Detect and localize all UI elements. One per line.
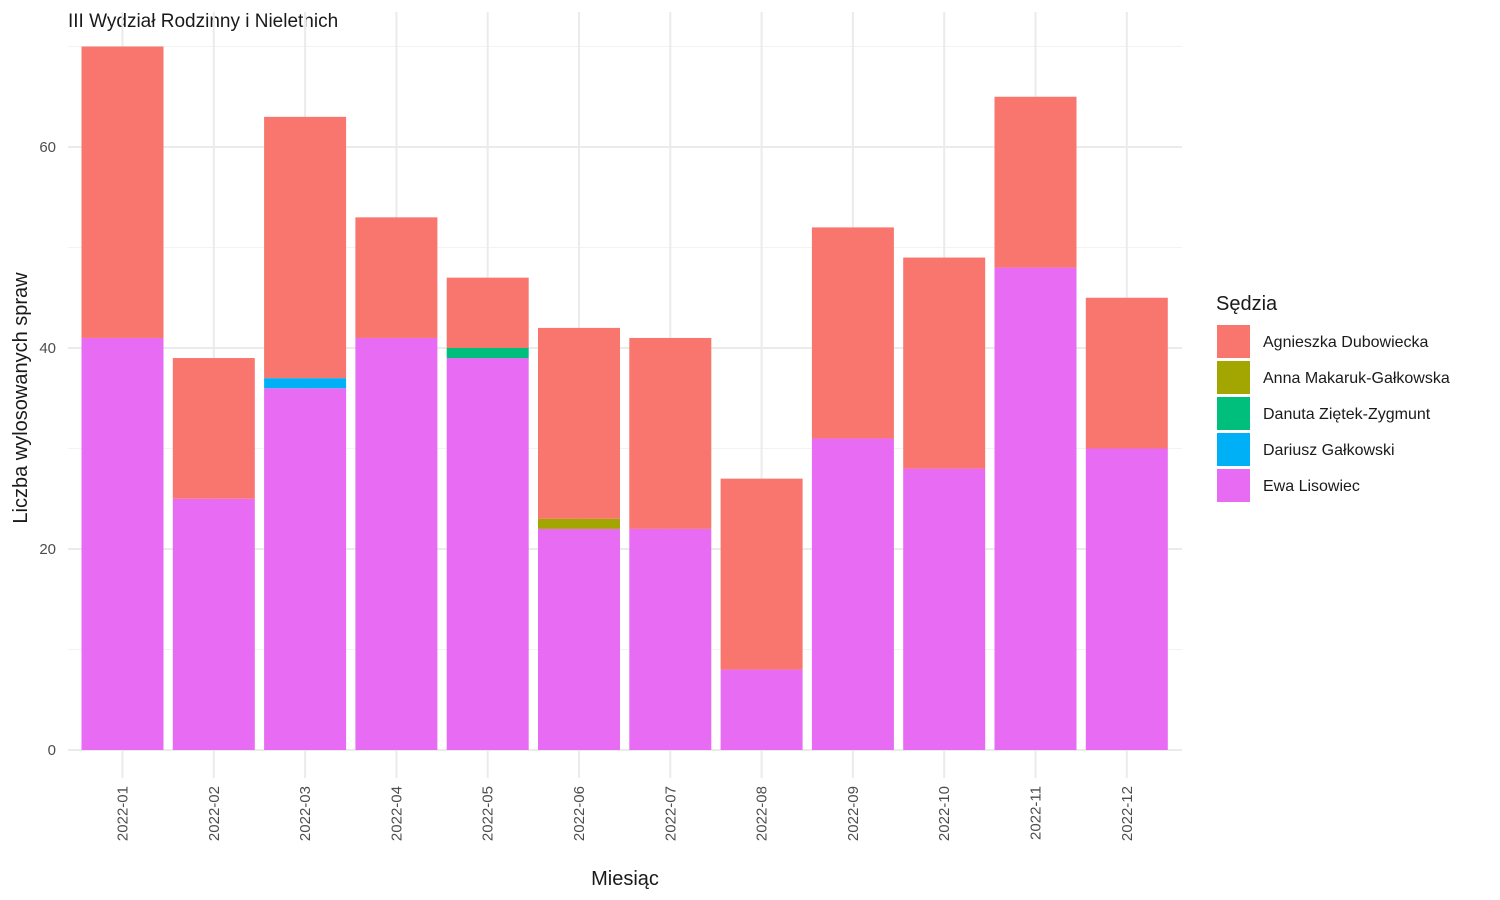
bar-segment <box>720 478 803 670</box>
legend-swatch <box>1217 433 1250 466</box>
bar-segment <box>903 468 986 750</box>
legend-swatch <box>1217 397 1250 430</box>
bar-segment <box>446 277 529 348</box>
y-tick-label: 20 <box>39 541 56 558</box>
bar-segment <box>994 267 1077 750</box>
x-tick-label: 2022-09 <box>845 786 862 841</box>
x-tick-label: 2022-07 <box>662 786 679 841</box>
y-axis-title: Liczba wylosowanych spraw <box>10 272 32 524</box>
bar-segment <box>1085 297 1168 449</box>
x-tick-label: 2022-03 <box>297 786 314 841</box>
x-tick-label: 2022-11 <box>1028 786 1045 840</box>
bar-segment <box>538 528 620 750</box>
bar-segment <box>1085 448 1168 750</box>
bar-segment <box>903 257 986 469</box>
x-tick-label: 2022-02 <box>206 786 223 841</box>
legend-swatch <box>1217 361 1250 394</box>
legend: Sędzia Agnieszka Dubowiecka Anna Makaruk-… <box>1216 293 1450 502</box>
x-tick-label: 2022-04 <box>388 786 405 841</box>
bar-segment <box>446 358 529 750</box>
bar-segment <box>355 337 438 750</box>
bars <box>81 46 1168 750</box>
legend-label: Agnieszka Dubowiecka <box>1263 334 1429 351</box>
x-tick-label: 2022-12 <box>1119 786 1136 841</box>
bar-segment <box>172 358 255 499</box>
legend-title: Sędzia <box>1216 293 1278 315</box>
legend-swatch <box>1217 325 1250 358</box>
x-tick-label: 2022-06 <box>571 786 588 841</box>
bar-segment <box>446 348 529 359</box>
x-tick-label: 2022-10 <box>936 786 953 841</box>
bar-segment <box>811 438 894 750</box>
legend-label: Ewa Lisowiec <box>1263 478 1360 495</box>
bar-segment <box>629 528 712 750</box>
bar-segment <box>172 498 255 750</box>
bar-segment <box>264 116 347 379</box>
bar-segment <box>538 327 620 519</box>
y-tick-label: 60 <box>39 139 56 156</box>
legend-label: Danuta Ziętek-Zygmunt <box>1263 406 1431 423</box>
bar-segment <box>994 96 1077 268</box>
bar-segment <box>264 388 347 750</box>
y-tick-label: 40 <box>39 340 56 357</box>
bar-segment <box>81 46 164 338</box>
x-axis-title: Miesiąc <box>591 868 659 890</box>
legend-label: Dariusz Gałkowski <box>1263 442 1395 459</box>
bar-segment <box>538 518 620 529</box>
bar-segment <box>629 337 712 529</box>
bar-segment <box>720 669 803 750</box>
y-axis-ticks: 0 20 40 60 <box>39 139 56 759</box>
x-tick-label: 2022-01 <box>115 786 132 841</box>
legend-swatch <box>1217 469 1250 502</box>
x-axis-ticks: 2022-01 2022-02 2022-03 2022-04 2022-05 2022-… <box>115 786 1136 841</box>
x-tick-label: 2022-08 <box>754 786 771 841</box>
y-tick-label: 0 <box>48 742 56 759</box>
x-tick-label: 2022-05 <box>480 786 497 841</box>
chart-title: III Wydział Rodzinny i Nieletnich <box>68 11 338 32</box>
bar-segment <box>264 378 347 389</box>
bar-segment <box>81 337 164 750</box>
bar-segment <box>355 217 438 338</box>
bar-segment <box>811 227 894 439</box>
legend-label: Anna Makaruk-Gałkowska <box>1263 370 1450 387</box>
